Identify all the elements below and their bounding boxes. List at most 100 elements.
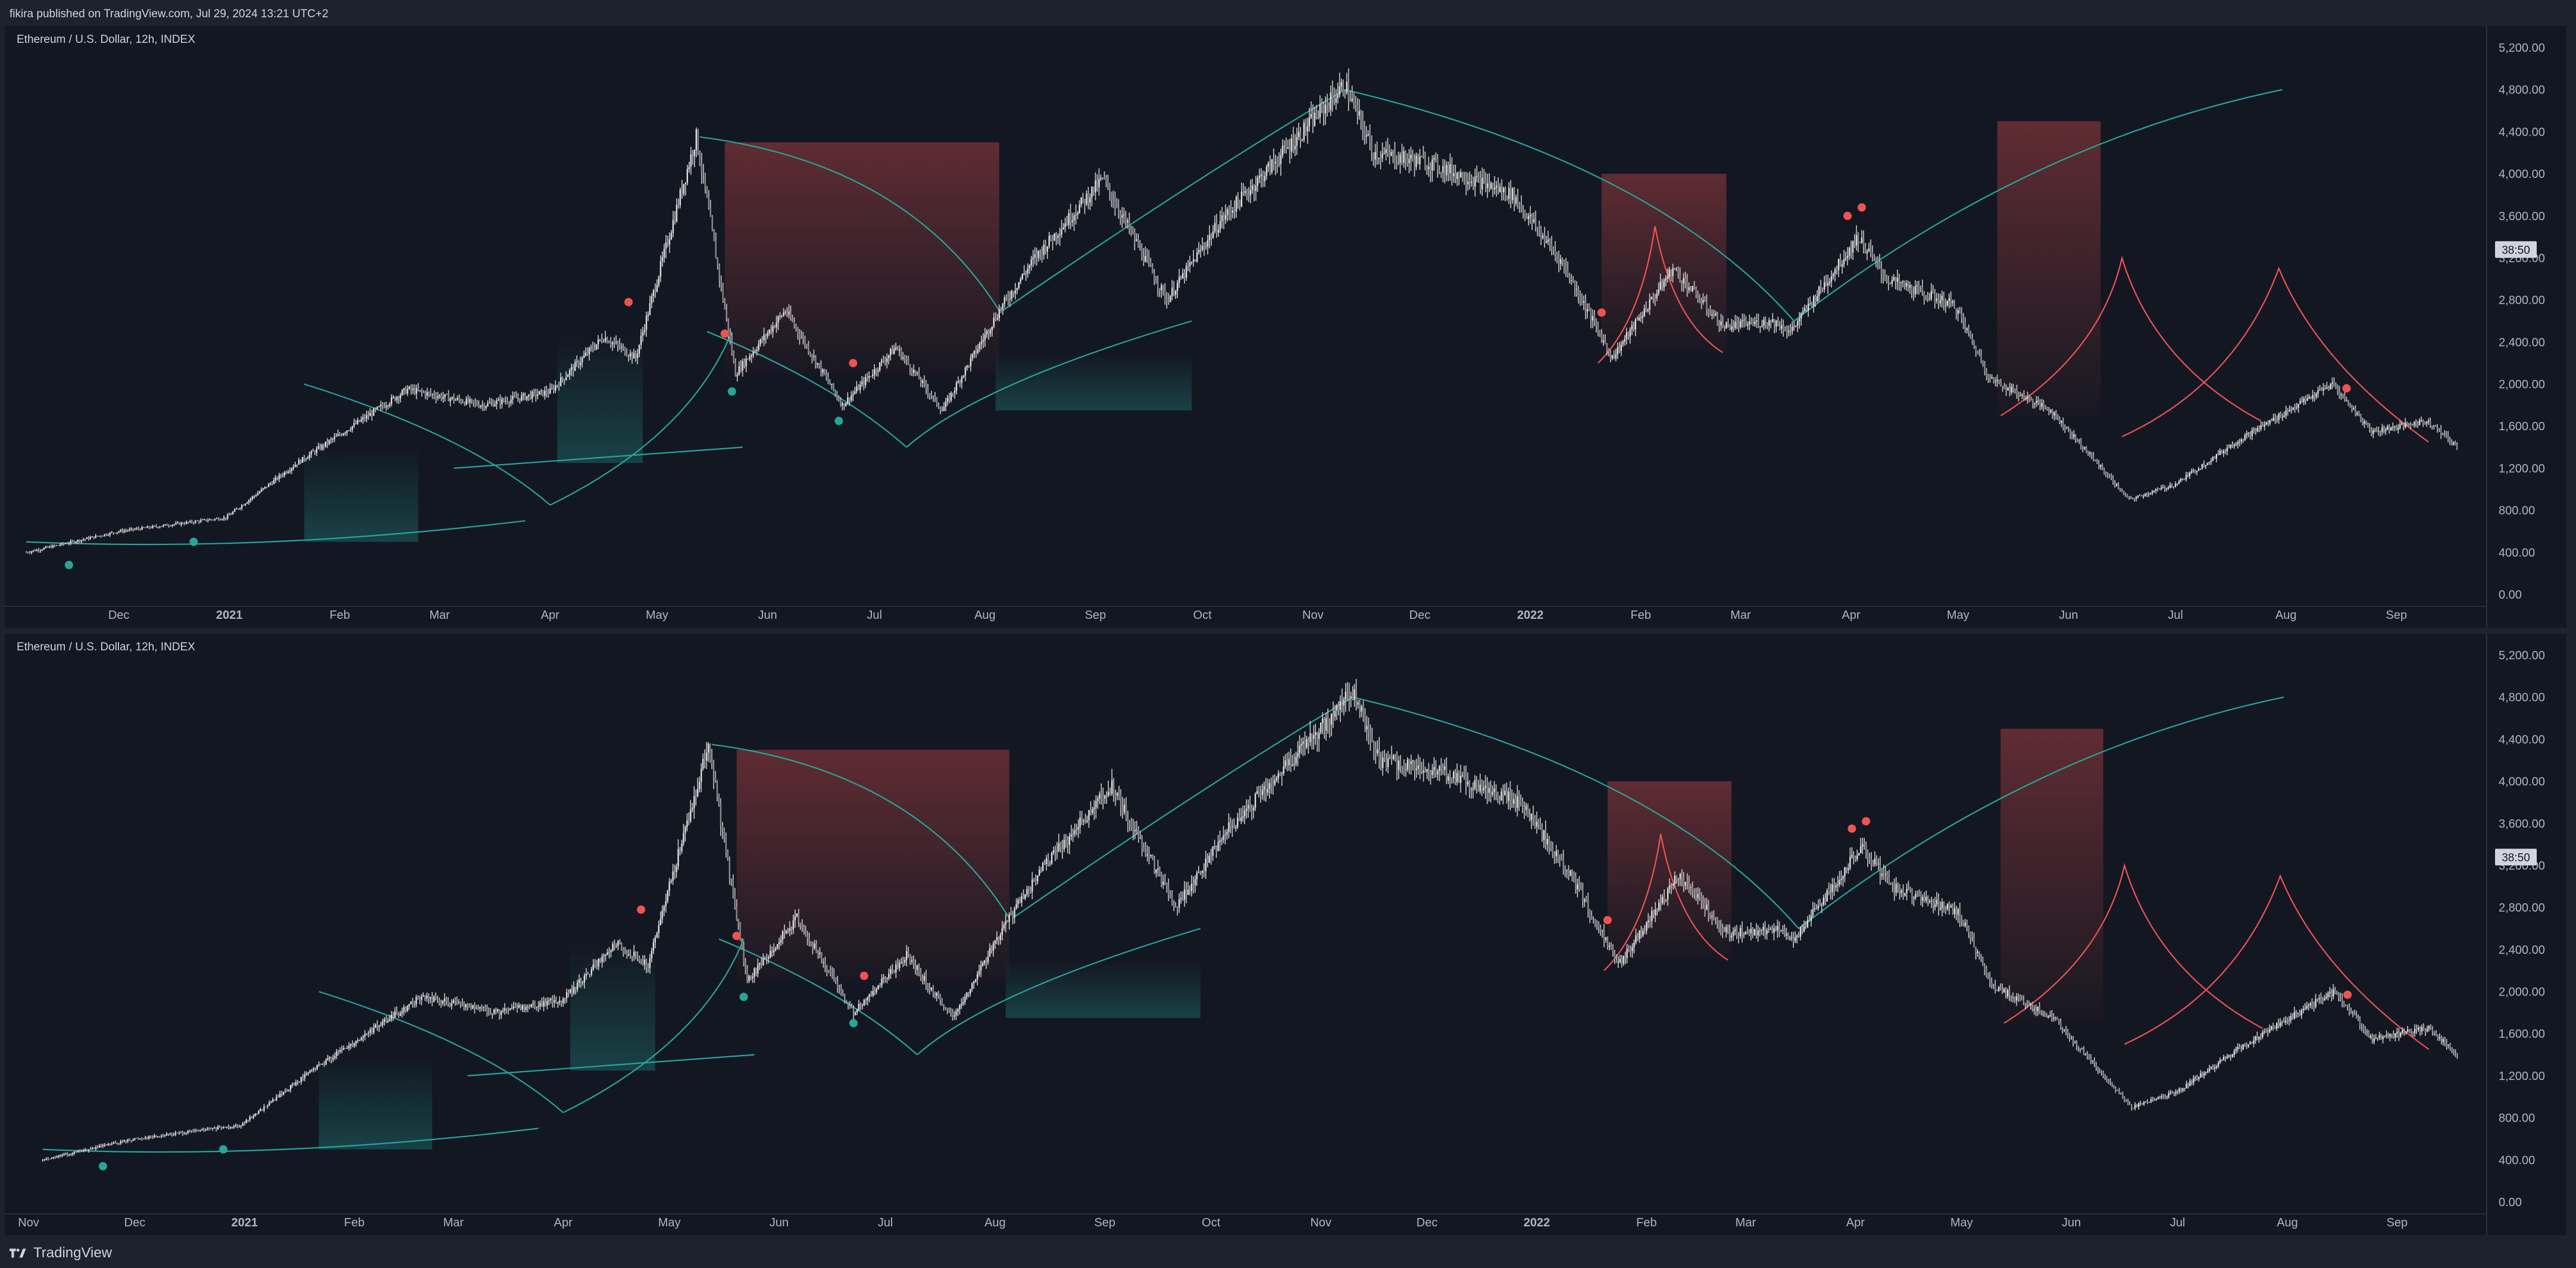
candle-body <box>994 940 996 944</box>
candle-body <box>360 1038 362 1041</box>
chart-svg[interactable]: 0.00400.00800.001,200.001,600.002,000.00… <box>5 634 2566 1235</box>
candle-body <box>1770 320 1772 323</box>
candle-body <box>799 923 801 925</box>
candle-body <box>968 365 970 367</box>
candle-body <box>1850 248 1852 253</box>
candle-body <box>1205 858 1206 872</box>
candle-body <box>221 1126 223 1128</box>
candle-body <box>1219 840 1221 843</box>
candle-body <box>1877 260 1879 262</box>
candle-body <box>1932 291 1934 294</box>
candle-body <box>697 129 699 153</box>
candle-body <box>1269 162 1271 173</box>
candle-body <box>134 1138 136 1140</box>
candle-body <box>1319 104 1321 118</box>
candle-body <box>2303 398 2305 402</box>
candle-body <box>1804 308 1806 311</box>
candle-body <box>164 1135 166 1136</box>
candle-body <box>704 759 706 761</box>
candle-body <box>1592 919 1595 921</box>
candle-body <box>254 1113 256 1117</box>
candle-body <box>1767 324 1768 326</box>
x-tick-label: Feb <box>1636 1216 1656 1229</box>
candle-body <box>1902 281 1904 283</box>
chart-pane-bottom[interactable]: Ethereum / U.S. Dollar, 12h, INDEX 0.00 4… <box>5 634 2566 1235</box>
candle-body <box>243 1123 245 1124</box>
candle-body <box>876 989 877 993</box>
candle-body <box>1048 236 1050 246</box>
candle-body <box>1898 277 1900 283</box>
candle-body <box>1573 872 1575 877</box>
candle-body <box>1534 818 1536 827</box>
candle-body <box>890 349 892 355</box>
candle-body <box>433 394 435 397</box>
candle-body <box>1008 914 1010 922</box>
candle-body <box>1814 908 1816 909</box>
candle-body <box>1877 863 1880 865</box>
candle-body <box>734 361 736 377</box>
candle-body <box>643 959 646 965</box>
candle-body <box>1308 117 1310 127</box>
candle-body <box>1908 889 1909 890</box>
candle-body <box>1146 256 1148 258</box>
candle-body <box>845 403 847 406</box>
candle-body <box>711 217 713 230</box>
candle-body <box>407 389 408 394</box>
candle-body <box>1026 889 1028 894</box>
candle-body <box>1780 930 1782 931</box>
candle-body <box>1681 873 1683 878</box>
candle-body <box>85 1149 86 1151</box>
candle-body <box>865 377 867 385</box>
candle-body <box>1281 146 1284 155</box>
candle-body <box>1803 926 1805 932</box>
candle-body <box>444 394 446 397</box>
candle-body <box>1405 769 1407 771</box>
teal-curve <box>1352 696 1799 929</box>
candle-body <box>1405 151 1406 159</box>
candle-body <box>930 395 933 397</box>
candle-body <box>603 955 605 957</box>
candle-body <box>636 353 639 358</box>
candle-body <box>945 1006 946 1009</box>
candle-body <box>1396 162 1398 164</box>
candle-body <box>354 1043 355 1046</box>
candle-body <box>329 1057 330 1059</box>
y-tick-label: 800.00 <box>2499 505 2535 518</box>
chart-pane-top[interactable]: Ethereum / U.S. Dollar, 12h, INDEX 0.00 4… <box>5 26 2566 628</box>
candle-body <box>1449 164 1451 173</box>
candle-body <box>626 954 628 956</box>
candle-body <box>48 546 51 547</box>
candle-body <box>2144 494 2146 497</box>
candle-body <box>1479 784 1481 792</box>
teal-curve <box>917 928 1201 1056</box>
candle-body <box>1042 863 1044 871</box>
candle-body <box>654 290 656 292</box>
x-tick-label: Sep <box>1085 609 1106 622</box>
candle-body <box>1775 320 1777 327</box>
candle-body <box>1390 757 1393 759</box>
candle-body <box>1053 233 1055 241</box>
candle-body <box>1262 174 1264 181</box>
candle-body <box>904 357 906 359</box>
candle-body <box>899 963 901 968</box>
candle-body <box>1855 235 1858 246</box>
candle-body <box>840 988 842 994</box>
candle-body <box>1750 321 1752 323</box>
candle-body <box>1408 759 1410 765</box>
candle-body <box>2390 427 2392 431</box>
candle-body <box>665 901 667 906</box>
candle-body <box>121 1141 123 1142</box>
chart-svg[interactable]: 0.00400.00800.001,200.001,600.002,000.00… <box>5 26 2566 628</box>
candle-body <box>1005 921 1006 925</box>
candle-body <box>2371 429 2372 434</box>
candle-body <box>1911 284 1913 292</box>
candle-body <box>1246 191 1248 194</box>
candle-body <box>421 997 423 1000</box>
candle-body <box>1706 300 1708 310</box>
candle-body <box>2048 410 2050 412</box>
candle-body <box>1093 807 1095 810</box>
candle-body <box>309 1070 311 1073</box>
candle-body <box>1263 786 1265 790</box>
candle-body <box>291 1084 293 1085</box>
candle-body <box>573 987 575 993</box>
